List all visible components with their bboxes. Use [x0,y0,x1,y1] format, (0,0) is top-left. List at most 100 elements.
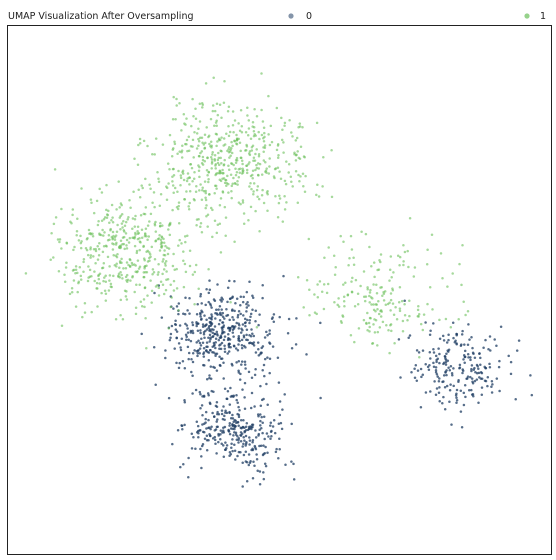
scatter-point [381,320,385,324]
scatter-point [204,206,207,210]
scatter-point [200,161,204,165]
scatter-point [97,274,100,278]
scatter-point [158,249,162,252]
scatter-point [213,109,217,113]
scatter-point [96,245,99,248]
scatter-point [251,296,255,299]
scatter-point [191,179,194,183]
scatter-point [248,153,252,157]
scatter-point [216,223,220,227]
scatter-point [239,372,242,376]
scatter-point [251,439,255,442]
scatter-point [201,106,204,109]
scatter-point [444,317,448,321]
scatter-point [296,150,299,153]
scatter-point [217,163,221,167]
scatter-point [252,159,255,163]
scatter-points [24,72,534,488]
scatter-point [451,321,455,325]
scatter-point [296,275,300,279]
scatter-point [148,253,152,256]
scatter-point [177,244,180,247]
scatter-point [237,334,241,338]
scatter-point [232,176,235,180]
scatter-point [258,230,261,233]
scatter-point [188,312,191,315]
scatter-point [218,304,222,308]
scatter-point [185,143,188,146]
scatter-point [298,179,301,183]
scatter-point [199,221,203,225]
scatter-point [82,257,86,261]
scatter-point [294,159,298,162]
scatter-point [200,337,203,340]
scatter-point [258,470,262,473]
scatter-point [193,131,196,134]
scatter-point [443,386,447,389]
scatter-point [79,274,83,278]
scatter-point [131,227,134,231]
scatter-point [211,411,214,415]
scatter-point [121,236,125,239]
scatter-point [438,386,441,389]
scatter-point [119,227,122,231]
scatter-point [97,219,100,223]
scatter-point [448,400,451,404]
scatter-point [148,183,151,186]
scatter-point [182,259,185,263]
scatter-point [202,143,206,146]
scatter-point [237,405,240,409]
scatter-point [175,330,179,333]
scatter-point [227,148,230,151]
scatter-point [187,456,190,460]
scatter-point [254,446,257,449]
scatter-point [111,220,115,224]
scatter-point [372,261,376,264]
scatter-point [241,323,245,326]
scatter-point [223,418,226,421]
scatter-point [202,347,206,350]
scatter-point [245,328,249,332]
scatter-point [146,224,150,227]
scatter-point [237,168,241,171]
scatter-point [376,307,379,311]
scatter-point [459,344,463,348]
scatter-point [212,390,215,394]
scatter-point [284,182,288,186]
scatter-point [483,379,487,382]
scatter-point [231,413,234,417]
scatter-point [394,305,397,309]
scatter-point [161,272,164,276]
scatter-point [197,144,200,147]
scatter-point [391,287,394,290]
scatter-point [332,254,336,257]
scatter-point [281,220,285,223]
scatter-point [507,354,510,358]
scatter-point [215,187,218,190]
scatter-point [246,300,249,304]
scatter-point [231,123,235,127]
scatter-point [263,374,266,378]
scatter-point [208,340,211,343]
scatter-point [122,267,125,270]
scatter-point [193,303,196,306]
scatter-point [177,366,181,370]
scatter-point [149,212,153,216]
scatter-point [390,329,393,333]
scatter-point [493,338,496,341]
scatter-point [217,322,221,326]
scatter-point [490,385,493,389]
scatter-point [444,360,448,364]
scatter-point [439,252,443,255]
scatter-point [178,150,181,153]
scatter-point [437,380,441,383]
scatter-point [258,444,261,448]
scatter-point [255,166,259,170]
scatter-point [258,137,261,141]
scatter-point [234,425,237,428]
scatter-point [227,429,230,432]
scatter-point [342,299,346,303]
scatter-point [153,205,156,209]
scatter-point [151,273,154,276]
scatter-point [71,208,75,211]
